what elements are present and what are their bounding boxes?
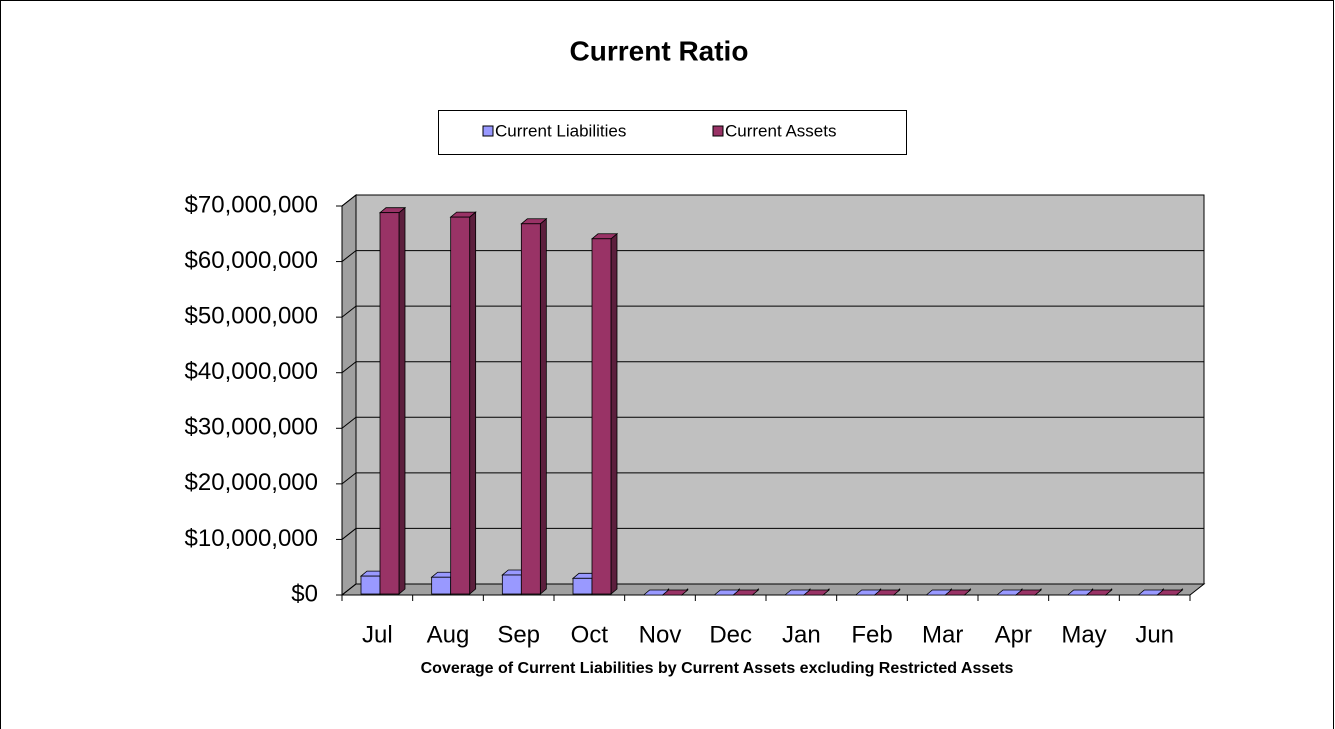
y-tick-label: $70,000,000: [185, 191, 318, 218]
bar-top: [873, 589, 901, 596]
bar-side: [610, 232, 618, 595]
bar: [449, 211, 477, 595]
bar-top: [732, 589, 760, 596]
grid-line: [341, 194, 1204, 207]
bar-front: [431, 576, 452, 595]
legend-label: Current Assets: [725, 121, 837, 140]
grid-line: [341, 305, 1204, 318]
back-wall: [355, 194, 1205, 585]
bar-top: [944, 589, 972, 596]
x-tick-label: Oct: [571, 621, 609, 648]
y-tick-label: $30,000,000: [185, 414, 318, 441]
bar-front: [572, 577, 593, 595]
chart-title: Current Ratio: [570, 35, 749, 66]
grid-line: [341, 361, 1204, 374]
side-wall: [341, 193, 357, 597]
y-tick-label: $50,000,000: [185, 302, 318, 329]
bar-top: [1156, 589, 1184, 596]
grid-line: [341, 250, 1204, 262]
y-tick-label: $60,000,000: [185, 247, 318, 274]
bar: [1014, 588, 1043, 596]
x-tick-label: Jul: [362, 621, 393, 648]
bar-side: [469, 211, 477, 595]
grid-line: [341, 416, 1204, 429]
x-tick-label: Mar: [922, 621, 963, 648]
legend-label: Current Liabilities: [495, 121, 626, 140]
x-tick-label: Aug: [427, 621, 470, 648]
bar-top: [1014, 589, 1043, 596]
bar-top: [1085, 589, 1113, 596]
bar-side: [539, 217, 547, 595]
bar-top: [661, 589, 689, 596]
x-tick-label: Dec: [709, 621, 752, 648]
x-tick-label: Jun: [1135, 621, 1174, 648]
bar: [1085, 588, 1113, 596]
x-tick-label: May: [1061, 621, 1106, 648]
bar-front: [591, 238, 612, 595]
bar: [1156, 588, 1184, 596]
bar: [520, 217, 548, 595]
bar-top: [802, 589, 831, 596]
grid-line: [341, 472, 1204, 485]
bar-front: [360, 575, 381, 595]
x-axis-label: Coverage of Current Liabilities by Curre…: [421, 660, 1014, 677]
bar: [732, 588, 760, 596]
y-tick-label: $0: [291, 580, 318, 607]
bar: [802, 588, 831, 596]
bar: [944, 588, 972, 596]
bar: [873, 588, 901, 596]
y-tick-label: $20,000,000: [185, 469, 318, 496]
x-tick-label: Jan: [782, 621, 821, 648]
grid-line: [341, 527, 1204, 540]
legend-box: [438, 110, 907, 155]
y-tick-label: $40,000,000: [185, 358, 318, 385]
legend-swatch: [482, 125, 494, 137]
x-tick-label: Sep: [497, 621, 540, 648]
x-tick-label: Feb: [851, 621, 892, 648]
bar: [378, 206, 407, 595]
bar-side: [398, 206, 406, 595]
bar: [590, 232, 619, 595]
x-tick-label: Nov: [639, 621, 682, 648]
bar-front: [450, 216, 471, 595]
bar: [661, 588, 689, 596]
bar-front: [520, 223, 541, 595]
grid-line: [341, 583, 1204, 596]
y-tick-label: $10,000,000: [185, 525, 318, 552]
x-tick-label: Apr: [995, 621, 1032, 648]
legend-swatch: [712, 125, 724, 137]
bar-front: [379, 212, 400, 595]
bar-front: [501, 574, 522, 595]
